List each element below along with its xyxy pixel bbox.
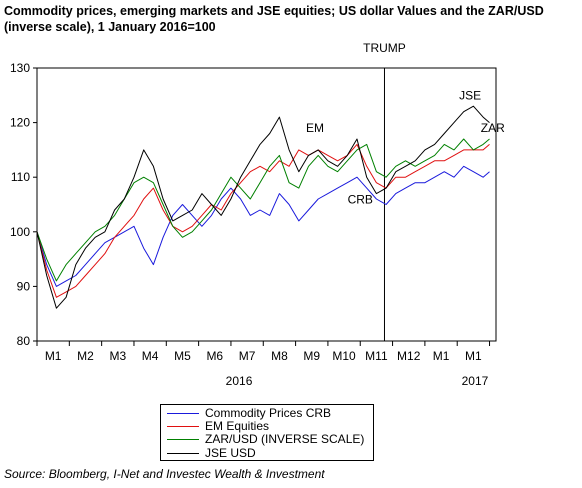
legend-item-crb: Commodity Prices CRB: [167, 407, 373, 420]
line-chart: 80 90 100 110 120 130 M1 M2 M3 M4 M5 M6 M7 M8 M9 M10 M11…: [10, 41, 505, 388]
y-tick-label: 90: [17, 279, 31, 293]
y-tick-label: 80: [17, 334, 31, 348]
legend-item-em: EM Equities: [167, 420, 373, 433]
y-tick-label: 130: [10, 61, 30, 75]
x-tick-label: M12: [397, 349, 421, 363]
x-tick-label: M9: [303, 349, 320, 363]
x-tick-label: M8: [271, 349, 288, 363]
year-label: 2017: [462, 374, 489, 388]
x-tick-label: M4: [142, 349, 159, 363]
legend-swatch-em: [167, 426, 199, 428]
y-tick-label: 110: [11, 170, 30, 184]
chart-title: Commodity prices, emerging markets and J…: [4, 4, 544, 34]
x-tick-label: M11: [365, 349, 388, 363]
legend-label-em: EM Equities: [205, 419, 270, 434]
x-tick-label: M6: [206, 349, 223, 363]
y-tick-label: 100: [10, 225, 30, 239]
legend-item-zar: ZAR/USD (INVERSE SCALE): [167, 433, 373, 446]
series-line-crb: [36, 165, 490, 287]
legend: Commodity Prices CRB EM Equities ZAR/USD…: [160, 404, 374, 461]
legend-swatch-crb: [167, 413, 199, 415]
series-line-jse: [36, 105, 490, 309]
legend-swatch-zar: [167, 439, 199, 441]
x-tick-label: M2: [77, 349, 94, 363]
x-tick-label: M3: [109, 349, 126, 363]
trump-event-label: TRUMP: [363, 41, 406, 55]
legend-label-zar: ZAR/USD (INVERSE SCALE): [205, 432, 365, 447]
legend-label-jse: JSE USD: [205, 445, 256, 460]
series-line-zar: [36, 138, 490, 282]
x-tick-label: M7: [239, 349, 256, 363]
annotation-zar: ZAR: [481, 121, 505, 135]
legend-swatch-jse: [167, 452, 199, 454]
x-tick-label: M1: [433, 349, 450, 363]
y-tick-label: 120: [10, 116, 30, 130]
year-label: 2016: [226, 374, 253, 388]
x-tick-label: M5: [174, 349, 191, 363]
annotation-jse: JSE: [459, 89, 481, 103]
annotation-em: EM: [306, 121, 324, 135]
legend-label-crb: Commodity Prices CRB: [205, 406, 332, 421]
x-tick-label: M1: [45, 349, 62, 363]
series-line-em: [36, 143, 490, 298]
source-note: Source: Bloomberg, I-Net and Investec We…: [4, 467, 325, 481]
legend-item-jse: JSE USD: [167, 445, 373, 460]
x-tick-label: M10: [332, 349, 356, 363]
plot-frame: [36, 67, 497, 342]
x-tick-label: M1: [465, 349, 482, 363]
annotation-crb: CRB: [348, 192, 373, 206]
